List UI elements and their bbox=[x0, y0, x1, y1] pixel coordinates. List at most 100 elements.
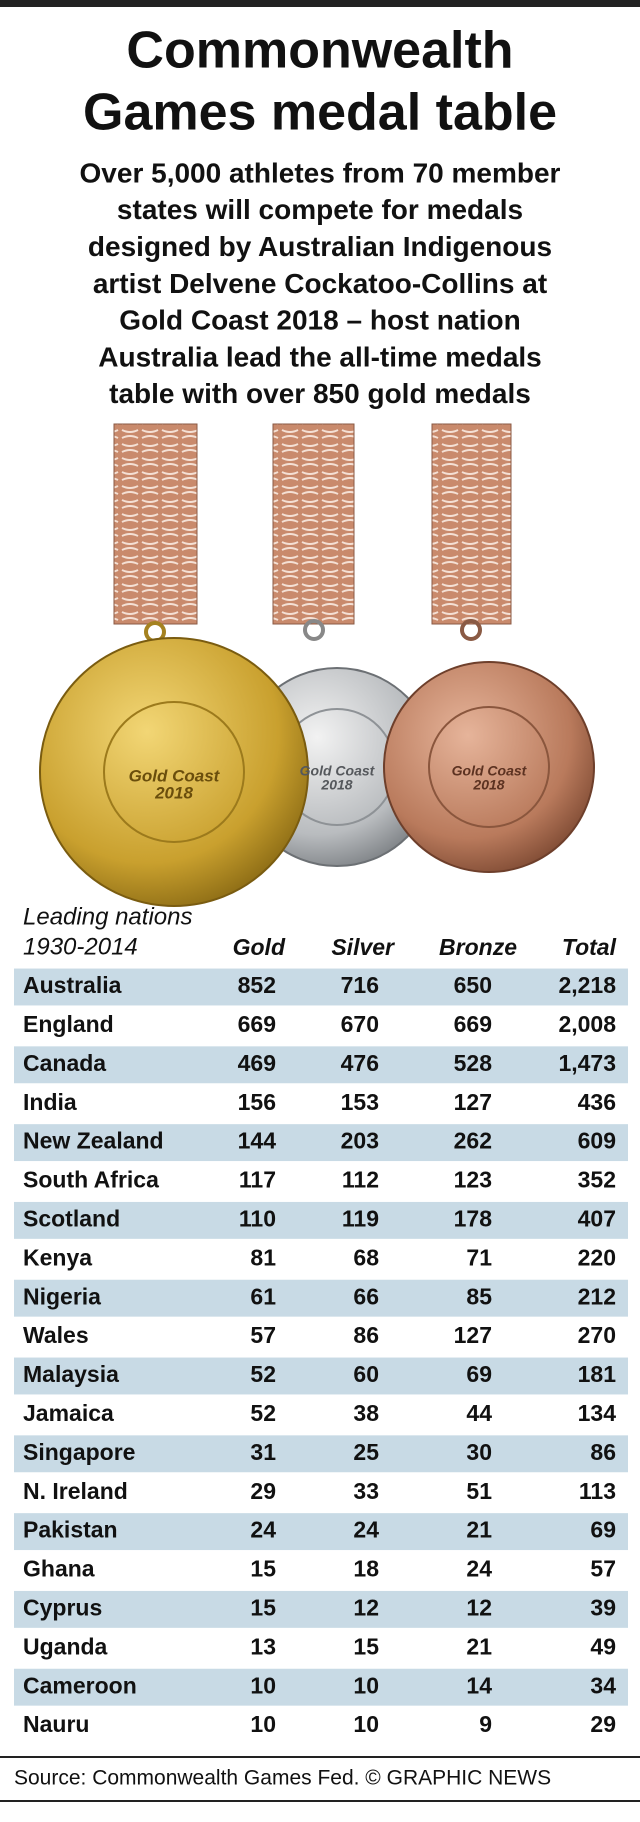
country-name: India bbox=[23, 1089, 77, 1115]
title-line: Commonwealth bbox=[126, 22, 513, 80]
medal-count: 24 bbox=[353, 1517, 379, 1543]
medal-count: 9 bbox=[479, 1711, 492, 1737]
medal-count: 57 bbox=[590, 1556, 616, 1582]
medal-count: 81 bbox=[250, 1244, 276, 1270]
medal-count: 49 bbox=[590, 1633, 616, 1659]
medal-count: 69 bbox=[466, 1361, 492, 1387]
silver-ribbon bbox=[272, 423, 355, 625]
medal-label: 2018 bbox=[154, 783, 193, 802]
medal-count: 15 bbox=[250, 1594, 276, 1620]
medal-count: 69 bbox=[590, 1517, 616, 1543]
row-shading bbox=[14, 1668, 628, 1706]
medal-count: 12 bbox=[353, 1594, 379, 1620]
country-name: Singapore bbox=[23, 1439, 135, 1465]
silver-ring bbox=[303, 619, 325, 641]
medal-count: 407 bbox=[578, 1205, 616, 1231]
medal-count: 670 bbox=[341, 1011, 379, 1037]
medal-count: 10 bbox=[250, 1672, 276, 1698]
medal-count: 650 bbox=[454, 972, 492, 998]
country-name: England bbox=[23, 1011, 114, 1037]
medal-count: 669 bbox=[454, 1011, 492, 1037]
medal-count: 10 bbox=[353, 1672, 379, 1698]
medal-count: 24 bbox=[466, 1556, 492, 1582]
column-header: Gold bbox=[233, 934, 286, 960]
medal-count: 21 bbox=[466, 1517, 492, 1543]
row-shading bbox=[14, 1590, 628, 1628]
subtitle-line: states will compete for medals bbox=[117, 194, 523, 225]
medal-count: 144 bbox=[238, 1128, 277, 1154]
country-name: New Zealand bbox=[23, 1128, 164, 1154]
medal-count: 113 bbox=[579, 1478, 616, 1504]
country-name: Pakistan bbox=[23, 1517, 118, 1543]
medal-count: 852 bbox=[238, 972, 276, 998]
country-name: Scotland bbox=[23, 1205, 120, 1231]
medal-count: 669 bbox=[238, 1011, 276, 1037]
medal-count: 10 bbox=[250, 1711, 276, 1737]
medal-count: 127 bbox=[454, 1322, 492, 1348]
medal-count: 71 bbox=[466, 1244, 492, 1270]
medal-count: 24 bbox=[250, 1517, 276, 1543]
medal-count: 29 bbox=[250, 1478, 276, 1504]
subtitle-line: designed by Australian Indigenous bbox=[88, 231, 552, 262]
table-caption: 1930-2014 bbox=[23, 933, 138, 960]
bronze-medal-inner bbox=[428, 706, 550, 828]
medal-count: 30 bbox=[466, 1439, 492, 1465]
table-caption: Leading nations bbox=[23, 903, 192, 930]
medal-count: 14 bbox=[466, 1672, 492, 1698]
medal-count: 352 bbox=[578, 1167, 616, 1193]
bronze-ring bbox=[460, 619, 482, 641]
medal-count: 31 bbox=[250, 1439, 276, 1465]
medal-count: 181 bbox=[578, 1361, 617, 1387]
medal-count: 68 bbox=[353, 1244, 379, 1270]
medal-count: 12 bbox=[466, 1594, 492, 1620]
bronze-ribbon bbox=[431, 423, 512, 625]
row-shading bbox=[14, 1357, 628, 1395]
medal-count: 66 bbox=[353, 1283, 379, 1309]
medal-label: 2018 bbox=[472, 777, 504, 793]
country-name: Canada bbox=[23, 1050, 106, 1076]
row-shading bbox=[14, 1435, 628, 1473]
medal-count: 38 bbox=[353, 1400, 379, 1426]
gold-medal-inner bbox=[103, 701, 245, 843]
row-shading bbox=[14, 1201, 628, 1239]
country-name: Australia bbox=[23, 972, 122, 998]
medal-count: 212 bbox=[578, 1283, 616, 1309]
medal-count: 528 bbox=[454, 1050, 493, 1076]
medal-count: 52 bbox=[250, 1361, 276, 1387]
column-header: Silver bbox=[331, 934, 395, 960]
medal-count: 18 bbox=[353, 1556, 379, 1582]
country-name: Cyprus bbox=[23, 1594, 102, 1620]
subtitle-line: artist Delvene Cockatoo-Collins at bbox=[93, 268, 547, 299]
medal-count: 52 bbox=[250, 1400, 276, 1426]
medal-label: 2018 bbox=[320, 777, 352, 793]
medal-count: 153 bbox=[341, 1089, 379, 1115]
country-name: Nigeria bbox=[23, 1283, 101, 1309]
medal-count: 86 bbox=[590, 1439, 616, 1465]
medal-count: 123 bbox=[454, 1167, 492, 1193]
medal-count: 34 bbox=[590, 1672, 616, 1698]
medal-count: 203 bbox=[341, 1128, 379, 1154]
subtitle-line: Over 5,000 athletes from 70 member bbox=[80, 157, 561, 188]
medal-count: 13 bbox=[250, 1633, 276, 1659]
medal-count: 25 bbox=[353, 1439, 379, 1465]
gold-medal bbox=[39, 637, 309, 907]
medal-count: 436 bbox=[578, 1089, 616, 1115]
medal-count: 85 bbox=[466, 1283, 492, 1309]
title-line: Games medal table bbox=[83, 84, 557, 142]
medal-count: 262 bbox=[454, 1128, 492, 1154]
subtitle-line: Gold Coast 2018 – host nation bbox=[119, 305, 520, 336]
country-name: Cameroon bbox=[23, 1672, 137, 1698]
medal-count: 134 bbox=[578, 1400, 617, 1426]
top-bar bbox=[0, 0, 640, 7]
medal-count: 119 bbox=[342, 1205, 379, 1231]
medal-count: 110 bbox=[239, 1205, 276, 1231]
medal-count: 57 bbox=[250, 1322, 276, 1348]
medal-count: 60 bbox=[353, 1361, 379, 1387]
medal-count: 15 bbox=[250, 1556, 276, 1582]
medal-count: 51 bbox=[466, 1478, 492, 1504]
medal-count: 156 bbox=[238, 1089, 276, 1115]
country-name: Malaysia bbox=[23, 1361, 119, 1387]
medal-count: 1,473 bbox=[558, 1050, 616, 1076]
